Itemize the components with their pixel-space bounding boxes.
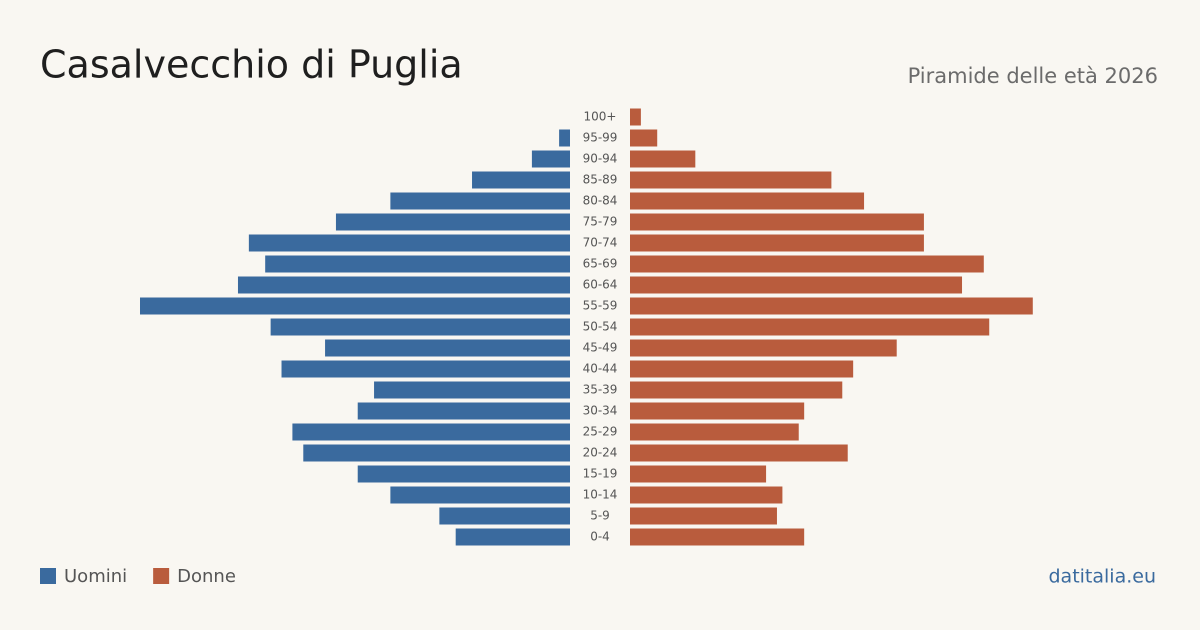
male-bar	[455, 528, 570, 546]
age-label: 35-39	[583, 383, 618, 397]
male-bar	[357, 402, 570, 420]
male-bar	[357, 465, 570, 483]
age-label: 20-24	[583, 446, 618, 460]
female-bar	[630, 255, 984, 273]
chart-subtitle: Piramide delle età 2026	[908, 64, 1158, 88]
age-label: 100+	[584, 110, 617, 124]
male-bar	[270, 318, 570, 336]
legend-swatch	[153, 568, 170, 584]
age-label: 15-19	[583, 467, 618, 481]
female-bar	[630, 318, 990, 336]
age-label: 5-9	[590, 509, 610, 523]
female-bar	[630, 297, 1033, 315]
age-label: 40-44	[583, 362, 618, 376]
chart-title: Casalvecchio di Puglia	[40, 43, 463, 87]
female-bar	[630, 402, 805, 420]
age-label: 85-89	[583, 173, 618, 187]
male-bar	[292, 423, 570, 441]
age-label: 95-99	[583, 131, 618, 145]
age-label: 70-74	[583, 236, 618, 250]
age-label: 0-4	[590, 530, 610, 544]
female-bar	[630, 360, 854, 378]
male-bar	[281, 360, 570, 378]
male-bar	[237, 276, 571, 294]
male-bar	[248, 234, 570, 252]
legend-label: Donne	[177, 566, 236, 587]
age-label: 10-14	[583, 488, 618, 502]
female-bar	[630, 192, 865, 210]
female-bar	[630, 234, 924, 252]
female-bar	[630, 171, 832, 189]
female-bar	[630, 276, 963, 294]
female-bar	[630, 129, 658, 147]
female-bar	[630, 528, 805, 546]
legend-label: Uomini	[64, 566, 127, 587]
age-label: 50-54	[583, 320, 618, 334]
age-label: 45-49	[583, 341, 618, 355]
male-bar	[140, 297, 570, 315]
male-bar	[335, 213, 570, 231]
female-bar	[630, 423, 799, 441]
legend-swatch	[40, 568, 56, 584]
age-label: 60-64	[583, 278, 618, 292]
age-label: 75-79	[583, 215, 618, 229]
male-bar	[374, 381, 570, 399]
age-label: 30-34	[583, 404, 618, 418]
age-label: 65-69	[583, 257, 618, 271]
male-bar	[303, 444, 570, 462]
male-bar	[472, 171, 570, 189]
male-bar	[390, 192, 570, 210]
age-label: 25-29	[583, 425, 618, 439]
age-label: 80-84	[583, 194, 618, 208]
male-bar	[559, 129, 570, 147]
male-bar	[325, 339, 570, 357]
female-bar	[630, 381, 843, 399]
female-bar	[630, 486, 783, 504]
female-bar	[630, 465, 767, 483]
male-bar	[265, 255, 570, 273]
female-bar	[630, 444, 848, 462]
age-label: 90-94	[583, 152, 618, 166]
female-bar	[630, 339, 897, 357]
female-bar	[630, 507, 777, 525]
male-bar	[390, 486, 570, 504]
male-bar	[531, 150, 570, 168]
female-bar	[630, 108, 641, 126]
female-bar	[630, 150, 696, 168]
source: datitalia.eu	[1049, 566, 1157, 588]
age-label: 55-59	[583, 299, 618, 313]
female-bar	[630, 213, 924, 231]
male-bar	[439, 507, 570, 525]
